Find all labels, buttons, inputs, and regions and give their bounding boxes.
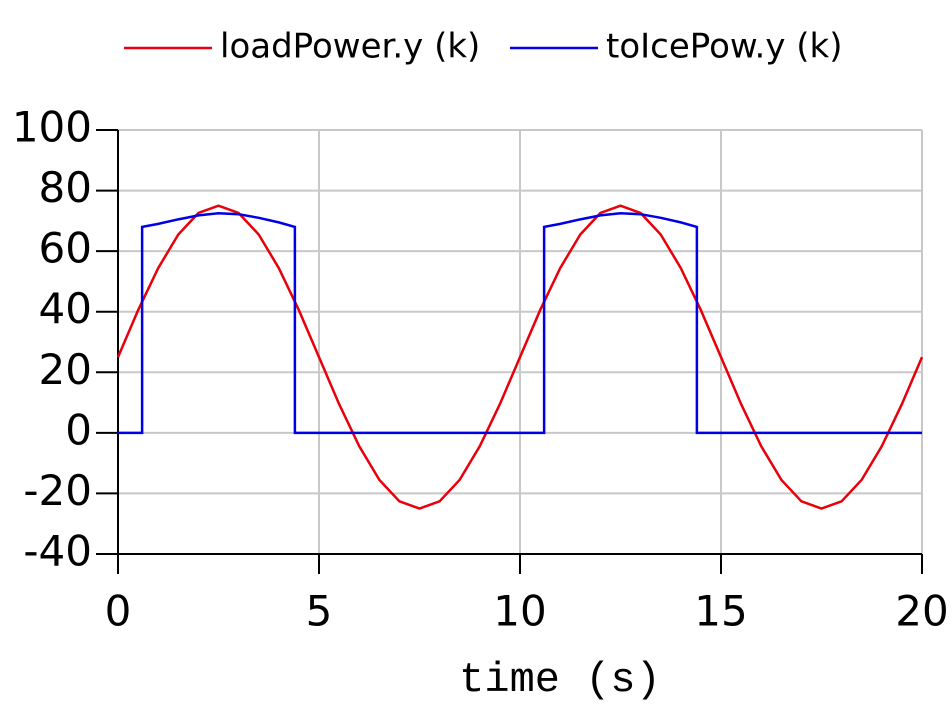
y-tick-label: 40 xyxy=(39,284,92,333)
y-tick-label: 80 xyxy=(39,163,92,212)
x-axis-label: time (s) xyxy=(459,656,661,704)
y-tick-label: 100 xyxy=(12,103,92,152)
x-tick-label: 15 xyxy=(694,587,747,636)
series-line xyxy=(116,204,924,510)
y-tick-label: 60 xyxy=(39,224,92,273)
y-tick-label: 20 xyxy=(39,345,92,394)
x-tick-label: 5 xyxy=(306,587,333,636)
y-tick-label: -40 xyxy=(23,527,92,576)
x-tick-label: 20 xyxy=(895,587,948,636)
y-tick-label: -20 xyxy=(23,466,92,515)
series-line xyxy=(118,212,922,435)
legend-label: loadPower.y (k) xyxy=(220,27,480,67)
x-tick-label: 0 xyxy=(105,587,132,636)
legend-label: toIcePow.y (k) xyxy=(606,27,843,67)
y-tick-label: 0 xyxy=(65,405,92,454)
x-tick-label: 10 xyxy=(493,587,546,636)
